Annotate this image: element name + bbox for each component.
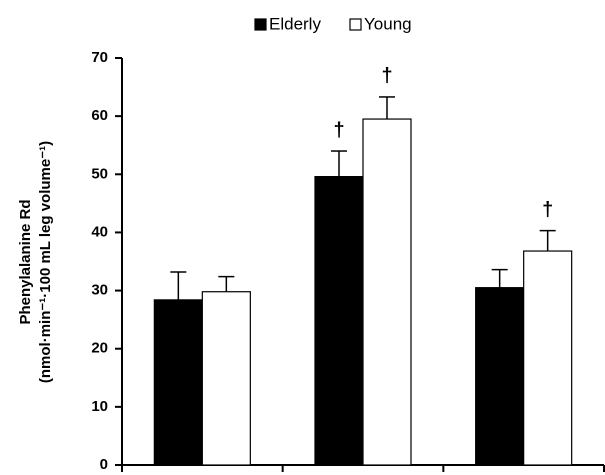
y-axis-label: Phenylalanine Rd — [17, 199, 34, 324]
legend-label: Elderly — [269, 14, 321, 33]
y-tick-label: 20 — [91, 340, 108, 357]
y-tick-label: 50 — [91, 165, 108, 182]
bar — [362, 118, 412, 466]
bar — [523, 250, 573, 466]
y-axis-label: (nmol·min⁻¹·100 mL leg volume⁻¹) — [37, 141, 54, 383]
legend-swatch — [349, 18, 362, 31]
bar — [314, 176, 364, 466]
legend-swatch — [254, 18, 267, 31]
annotation: † — [381, 65, 392, 87]
y-tick-label: 0 — [100, 456, 108, 473]
annotation: † — [542, 199, 553, 221]
y-tick-label: 70 — [91, 49, 108, 66]
bar — [153, 299, 203, 466]
y-tick-label: 30 — [91, 282, 108, 299]
y-tick-label: 10 — [91, 398, 108, 415]
bar — [201, 291, 251, 466]
y-tick-label: 60 — [91, 107, 108, 124]
legend-label: Young — [364, 14, 412, 33]
bar — [475, 287, 525, 466]
y-tick-label: 40 — [91, 223, 108, 240]
annotation: † — [333, 119, 344, 141]
